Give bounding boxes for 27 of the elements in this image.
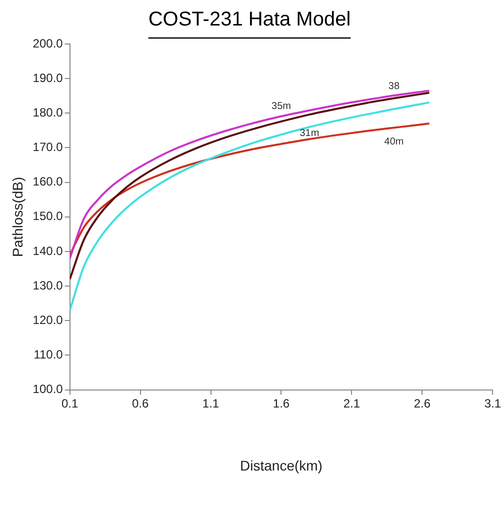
series-label: 38 <box>388 81 400 92</box>
y-tick-label: 190.0 <box>32 70 64 85</box>
y-tick-label: 150.0 <box>32 209 64 224</box>
x-tick-label: 2.6 <box>414 396 431 410</box>
y-tick-label: 130.0 <box>32 278 64 292</box>
y-tick-label: 140.0 <box>32 244 64 258</box>
y-tick-label: 200.0 <box>32 36 64 50</box>
chart-title: COST-231 Hata Model <box>148 8 351 31</box>
y-tick-label: 180.0 <box>32 105 64 120</box>
x-tick-label: 1.1 <box>202 396 220 410</box>
x-tick-label: 0.1 <box>61 396 78 410</box>
x-tick-label: 0.6 <box>132 396 149 410</box>
y-tick-label: 120.0 <box>32 312 64 327</box>
y-tick-label: 170.0 <box>32 140 64 154</box>
series-label: 31m <box>300 128 320 140</box>
y-tick-label: 160.0 <box>32 174 64 189</box>
line-series <box>70 101 430 312</box>
x-tick-label: 3.1 <box>484 396 502 410</box>
line-series <box>70 122 430 256</box>
series-label: 40m <box>384 136 404 148</box>
x-tick-label: 2.1 <box>343 396 360 410</box>
y-axis-title: Pathloss(dB) <box>9 176 26 257</box>
y-tick-label: 110.0 <box>34 348 64 362</box>
y-tick-label: 100.0 <box>32 382 64 396</box>
x-tick-label: 1.6 <box>272 396 290 410</box>
series-label: 35m <box>272 101 291 112</box>
x-axis-title: Distance(km) <box>240 457 322 474</box>
